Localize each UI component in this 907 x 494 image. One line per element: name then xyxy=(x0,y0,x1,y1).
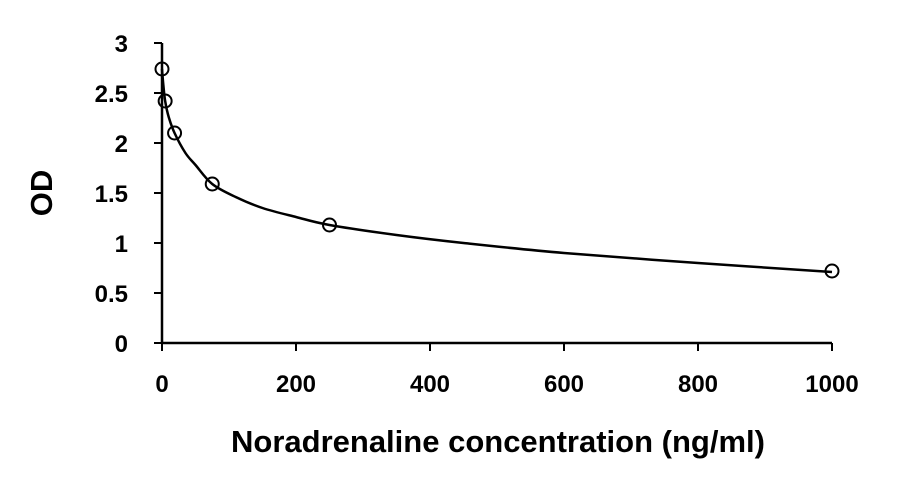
y-axis-title: OD xyxy=(24,170,59,217)
data-point xyxy=(322,217,337,233)
x-tick-label: 0 xyxy=(155,371,168,398)
x-tick-label: 400 xyxy=(410,371,450,398)
fit-curve-line xyxy=(160,68,833,274)
x-tick-label: 600 xyxy=(544,371,584,398)
labels-layer: Noradrenaline concentration (ng/ml) OD xyxy=(24,170,765,459)
y-tick-label: 0 xyxy=(115,331,128,358)
x-axis-title: Noradrenaline concentration (ng/ml) xyxy=(231,424,765,459)
data-points-layer xyxy=(154,61,840,279)
data-point xyxy=(824,263,840,279)
y-tick-label: 1.5 xyxy=(95,181,128,208)
data-point xyxy=(154,61,170,77)
x-tick-label: 800 xyxy=(678,371,718,398)
data-point xyxy=(157,93,173,109)
y-tick-label: 1 xyxy=(115,231,128,258)
y-tick-label: 3 xyxy=(115,31,128,58)
x-tick-label: 1000 xyxy=(805,371,858,398)
y-tick-label: 2.5 xyxy=(95,81,128,108)
data-point xyxy=(204,176,220,192)
axes: 0 0.5 1 1.5 2 2.5 3 0 200 400 600 800 1000 xyxy=(95,31,859,398)
y-tick-label: 0.5 xyxy=(95,281,128,308)
fit-curve-layer xyxy=(160,68,833,274)
x-tick-label: 200 xyxy=(276,371,316,398)
data-point xyxy=(167,125,183,141)
y-tick-label: 2 xyxy=(115,131,128,158)
